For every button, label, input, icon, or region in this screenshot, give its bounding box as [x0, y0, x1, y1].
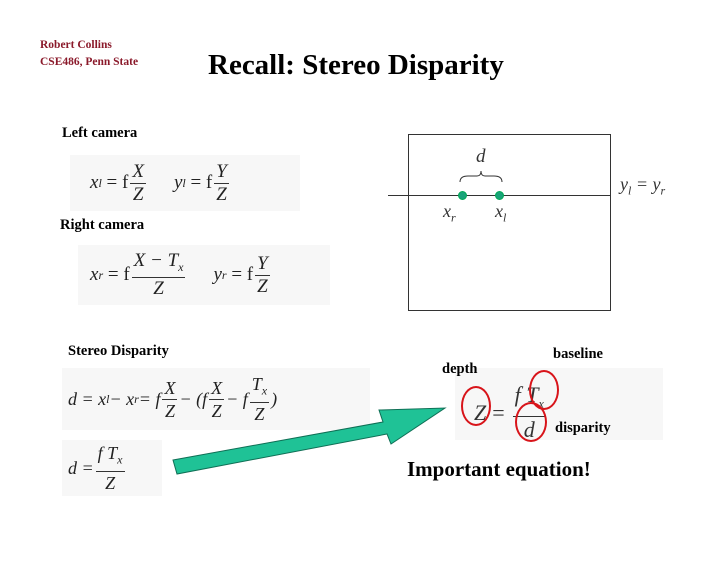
right-camera-label: Right camera: [60, 217, 145, 233]
xr-label: xr: [443, 201, 456, 225]
author-name: Robert Collins: [40, 39, 112, 51]
depth-circle: [461, 386, 491, 426]
point-xl: [495, 191, 504, 200]
baseline-label: baseline: [553, 346, 603, 362]
point-xr: [458, 191, 467, 200]
author-block: Robert Collins CSE486, Penn State: [40, 37, 138, 71]
xl-label: xl: [495, 201, 507, 225]
image-plane-rectangle: [408, 134, 611, 311]
disparity-result-equation: d = f Tx Z: [62, 440, 162, 496]
disparity-d-label: d: [476, 146, 486, 167]
y-equality-label: yl = yr: [620, 174, 666, 198]
disparity-circle: [515, 402, 547, 442]
depth-label: depth: [442, 361, 478, 377]
slide-title: Recall: Stereo Disparity: [208, 49, 504, 81]
important-equation-caption: Important equation!: [407, 457, 591, 481]
course-name: CSE486, Penn State: [40, 56, 139, 68]
left-camera-label: Left camera: [62, 125, 138, 141]
arrow-icon: [172, 407, 447, 475]
stereo-disparity-label: Stereo Disparity: [68, 343, 169, 359]
disparity-brace: [459, 170, 503, 183]
baseline-circle: [529, 370, 559, 410]
disparity-label: disparity: [555, 420, 611, 436]
